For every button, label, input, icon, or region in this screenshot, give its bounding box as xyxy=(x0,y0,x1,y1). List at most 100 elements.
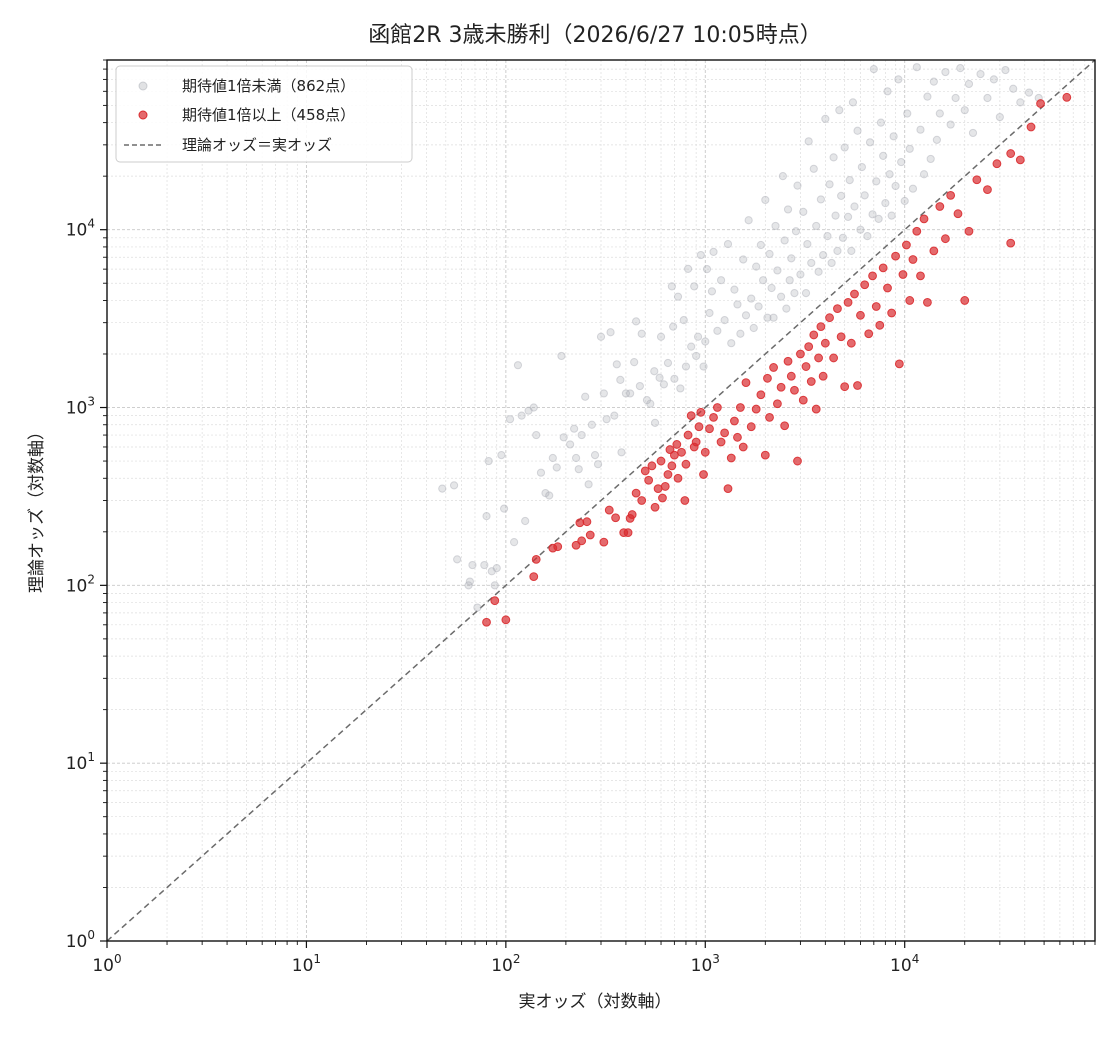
legend-label-above: 期待値1倍以上（458点） xyxy=(182,106,355,124)
point-above-ev1 xyxy=(798,395,808,405)
point-below-ev1 xyxy=(513,361,523,370)
point-above-ev1 xyxy=(482,617,491,627)
x-tick-label: 102 xyxy=(491,952,520,976)
point-below-ev1 xyxy=(847,246,856,255)
point-below-ev1 xyxy=(853,126,862,135)
y-tick-label: 102 xyxy=(66,572,95,596)
point-below-ev1 xyxy=(778,172,787,181)
point-above-ev1 xyxy=(763,373,772,383)
legend-box xyxy=(115,65,413,163)
point-above-ev1 xyxy=(780,421,790,431)
point-above-ev1 xyxy=(836,332,846,342)
point-above-ev1 xyxy=(919,214,929,224)
point-below-ev1 xyxy=(617,448,626,457)
point-above-ev1 xyxy=(672,440,682,449)
point-above-ev1 xyxy=(677,447,686,457)
point-below-ev1 xyxy=(860,191,869,200)
point-below-ev1 xyxy=(995,112,1004,122)
point-above-ev1 xyxy=(756,390,766,400)
x-tick-label: 100 xyxy=(92,952,121,976)
point-below-ev1 xyxy=(968,128,978,138)
point-above-ev1 xyxy=(726,453,736,463)
point-above-ev1 xyxy=(793,456,802,466)
point-below-ev1 xyxy=(856,225,865,234)
point-below-ev1 xyxy=(532,430,541,440)
point-below-ev1 xyxy=(733,300,742,309)
point-above-ev1 xyxy=(712,403,722,412)
point-above-ev1 xyxy=(891,251,900,261)
point-above-ev1 xyxy=(599,537,609,547)
point-below-ev1 xyxy=(754,302,763,311)
point-below-ev1 xyxy=(1009,84,1018,93)
point-below-ev1 xyxy=(872,177,881,186)
point-below-ev1 xyxy=(814,267,823,276)
point-below-ev1 xyxy=(545,491,554,500)
point-above-ev1 xyxy=(811,404,821,414)
point-above-ev1 xyxy=(776,382,786,392)
point-below-ev1 xyxy=(699,362,708,371)
point-above-ev1 xyxy=(850,289,859,299)
point-above-ev1 xyxy=(825,313,834,323)
y-tick-label: 104 xyxy=(66,217,95,241)
point-below-ev1 xyxy=(663,358,673,368)
point-below-ev1 xyxy=(606,328,615,337)
point-below-ev1 xyxy=(635,381,644,391)
point-below-ev1 xyxy=(612,360,621,369)
point-above-ev1 xyxy=(818,371,828,381)
point-below-ev1 xyxy=(756,240,765,250)
point-below-ev1 xyxy=(785,276,794,285)
point-below-ev1 xyxy=(837,191,846,200)
point-below-ev1 xyxy=(793,181,802,190)
point-below-ev1 xyxy=(557,351,566,361)
reference-line xyxy=(106,59,1096,942)
point-above-ev1 xyxy=(843,298,853,307)
point-below-ev1 xyxy=(900,196,909,206)
point-above-ev1 xyxy=(686,411,696,421)
point-below-ev1 xyxy=(637,329,646,338)
point-above-ev1 xyxy=(673,473,683,483)
point-below-ev1 xyxy=(590,451,600,460)
point-below-ev1 xyxy=(650,367,659,376)
point-below-ev1 xyxy=(621,389,631,398)
point-below-ev1 xyxy=(796,270,805,279)
point-below-ev1 xyxy=(765,249,774,259)
point-above-ev1 xyxy=(912,226,922,236)
point-below-ev1 xyxy=(833,246,842,255)
point-below-ev1 xyxy=(926,154,935,164)
point-above-ev1 xyxy=(741,378,751,388)
point-below-ev1 xyxy=(964,79,974,89)
point-below-ev1 xyxy=(642,396,652,405)
point-below-ev1 xyxy=(868,210,877,219)
point-below-ev1 xyxy=(552,463,561,472)
point-below-ev1 xyxy=(905,144,914,153)
point-below-ev1 xyxy=(646,399,655,408)
point-below-ev1 xyxy=(593,460,603,469)
point-below-ev1 xyxy=(769,313,778,322)
point-above-ev1 xyxy=(941,234,950,244)
point-above-ev1 xyxy=(833,304,842,313)
point-below-ev1 xyxy=(480,560,489,570)
point-above-ev1 xyxy=(760,450,770,460)
x-tick-label: 104 xyxy=(890,952,919,976)
point-below-ev1 xyxy=(599,389,608,398)
point-above-ev1 xyxy=(653,484,663,493)
point-above-ev1 xyxy=(627,510,637,519)
point-below-ev1 xyxy=(464,581,473,590)
y-tick-label: 100 xyxy=(66,928,95,952)
point-below-ev1 xyxy=(705,308,714,318)
point-below-ev1 xyxy=(630,358,639,367)
point-above-ev1 xyxy=(738,442,748,452)
point-below-ev1 xyxy=(887,211,896,220)
point-above-ev1 xyxy=(883,283,892,293)
point-above-ev1 xyxy=(796,349,805,359)
point-above-ev1 xyxy=(723,484,733,493)
point-below-ev1 xyxy=(453,555,462,564)
point-above-ev1 xyxy=(809,330,819,340)
point-below-ev1 xyxy=(908,184,918,193)
point-below-ev1 xyxy=(883,87,892,96)
point-above-ev1 xyxy=(902,240,911,250)
x-axis-label: 実オッズ（対数軸） xyxy=(519,992,672,1012)
point-below-ev1 xyxy=(776,292,786,301)
point-above-ev1 xyxy=(691,437,701,447)
